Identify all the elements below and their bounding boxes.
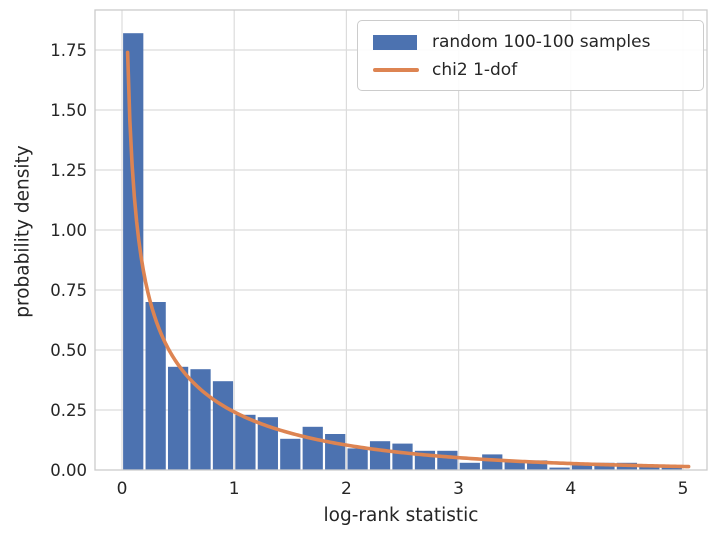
histogram-bar (571, 464, 593, 470)
plot-border (94, 9, 708, 471)
histogram-bar (392, 443, 413, 470)
y-tick-label: 1.50 (50, 101, 87, 120)
x-tick-label: 2 (341, 479, 352, 499)
x-tick-label: 3 (453, 479, 464, 499)
histogram-swatch-icon (373, 34, 417, 50)
histogram-bar (549, 467, 570, 470)
x-tick-label: 5 (678, 479, 689, 499)
y-tick-label: 0.00 (50, 461, 87, 480)
histogram-bar (482, 454, 503, 470)
histogram-bar (527, 460, 548, 470)
histogram-bar (302, 426, 323, 470)
y-tick-label: 1.25 (50, 161, 87, 180)
y-tick-label: 1.75 (50, 41, 87, 60)
histogram-bar (235, 414, 256, 470)
y-tick-label: 0.50 (50, 341, 87, 360)
legend-label-chi2: chi2 1-dof (432, 59, 518, 80)
histogram-bar (661, 467, 682, 470)
histogram-bar (437, 450, 458, 470)
histogram-bar (639, 466, 660, 470)
x-axis-label: log-rank statistic (323, 505, 479, 526)
histogram-bar (504, 460, 525, 470)
chi2-curve (125, 50, 691, 469)
histogram-bar (369, 441, 391, 470)
legend-box: random 100-100 samples chi2 1-dof (357, 20, 704, 91)
histogram-bar (459, 462, 480, 470)
y-axis-label: probability density (12, 145, 34, 318)
histogram-bar (347, 448, 368, 470)
x-tick-label: 4 (565, 479, 576, 499)
x-tick-label: 0 (117, 479, 128, 499)
y-tick-label: 0.25 (50, 401, 87, 420)
histogram-bar (123, 33, 144, 470)
histogram-bar (145, 302, 166, 470)
y-tick-label: 0.75 (50, 281, 87, 300)
histogram-bar (167, 366, 189, 470)
x-tick-label: 1 (229, 479, 240, 499)
curve-swatch-icon (373, 68, 419, 72)
y-tick-label: 1.00 (50, 221, 87, 240)
histogram-bar (212, 381, 234, 470)
legend-item-chi2: chi2 1-dof (373, 56, 703, 84)
histogram-bar (280, 438, 301, 470)
histogram-bar (257, 417, 278, 470)
legend-item-samples: random 100-100 samples (373, 28, 703, 56)
legend-label-samples: random 100-100 samples (432, 31, 651, 52)
histogram-bar (325, 434, 346, 470)
